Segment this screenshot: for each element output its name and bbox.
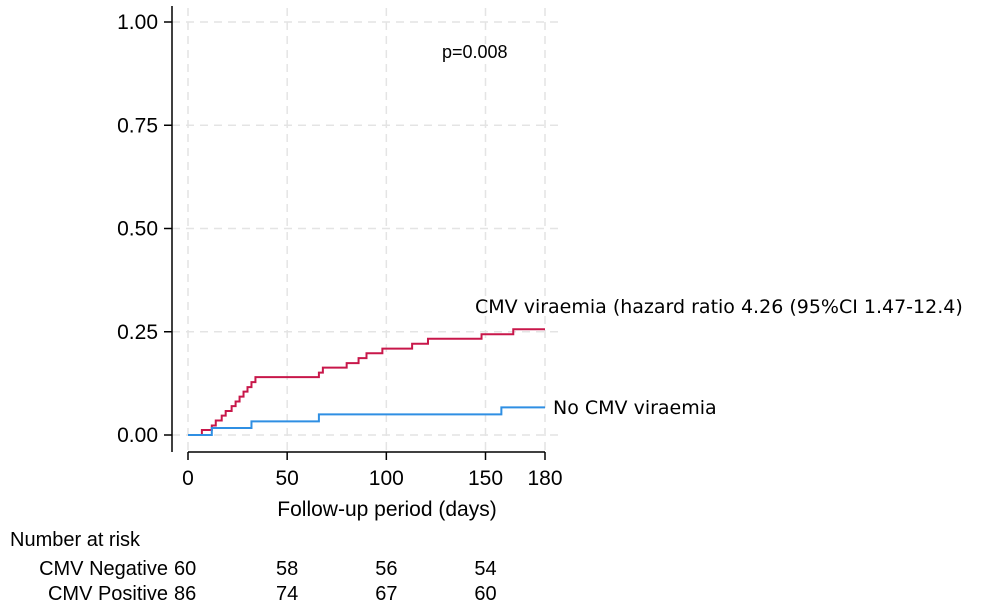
- risk-value: 86: [174, 583, 196, 605]
- series-line-cmv-viraemia: [188, 328, 545, 436]
- risk-value: 60: [474, 583, 496, 605]
- x-axis-title: Follow-up period (days): [277, 498, 496, 521]
- series-label-cmv-viraemia: CMV viraemia (hazard ratio 4.26 (95%CI 1…: [475, 296, 963, 318]
- series-line-no-cmv-viraemia: [188, 406, 545, 436]
- y-tick-label: 1.00: [117, 11, 158, 34]
- risk-table: Number at risk CMV Negative 60 58 56 54 CMV Po…: [10, 529, 497, 605]
- y-tick-label: 0.25: [117, 321, 158, 344]
- risk-value: 54: [474, 558, 496, 580]
- risk-value: 67: [375, 583, 397, 605]
- x-tick-label: 180: [527, 467, 562, 490]
- risk-value: 58: [276, 558, 298, 580]
- risk-value: 74: [276, 583, 298, 605]
- risk-row-label: CMV Negative: [39, 558, 168, 580]
- x-tick-label: 100: [369, 467, 404, 490]
- x-tick-label: 0: [182, 467, 194, 490]
- y-tick-label: 0.50: [117, 218, 158, 241]
- risk-row-label: CMV Positive: [48, 583, 168, 605]
- x-tick-label: 50: [275, 467, 298, 490]
- series-labels: CMV viraemia (hazard ratio 4.26 (95%CI 1…: [475, 296, 963, 419]
- grid: [172, 8, 560, 452]
- series-label-no-cmv-viraemia: No CMV viraemia: [553, 397, 717, 419]
- x-tick-label: 150: [468, 467, 503, 490]
- risk-table-title: Number at risk: [10, 529, 141, 551]
- risk-value: 56: [375, 558, 397, 580]
- y-tick-label: 0.00: [117, 424, 158, 447]
- y-tick-label: 0.75: [117, 114, 158, 137]
- p-value-annotation: p=0.008: [442, 42, 508, 62]
- axes: 0.00 0.25 0.50 0.75 1.00 0 50 100 150 180: [117, 6, 563, 490]
- series-lines: [188, 328, 545, 436]
- risk-value: 60: [174, 558, 196, 580]
